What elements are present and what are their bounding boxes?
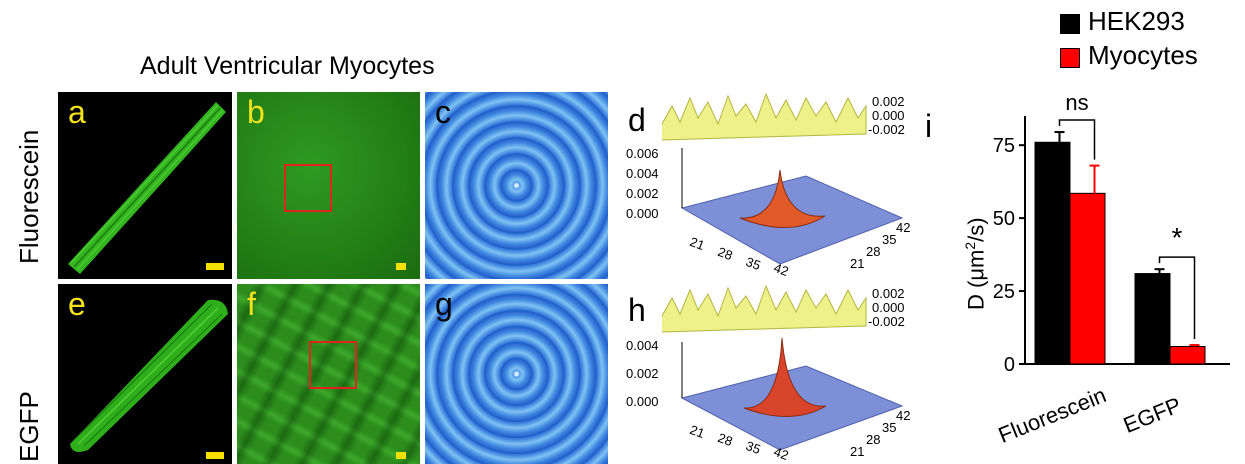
row-label-egfp: EGFP	[14, 391, 44, 462]
legend-swatch-myocytes	[1060, 48, 1080, 68]
panel-g-correlation-image: g	[425, 284, 608, 464]
z-tick: 0.004	[626, 166, 659, 181]
panel-c-correlation-image: c	[425, 92, 608, 279]
residual-tick: 0.000	[872, 108, 905, 123]
panel-c-label: c	[435, 94, 451, 130]
y-tick-label: 25	[993, 281, 1015, 303]
y-tick: 21	[850, 256, 865, 271]
legend-label-myocytes: Myocytes	[1088, 40, 1198, 70]
y-tick: 35	[882, 420, 897, 435]
myocyte-cell-shape	[70, 299, 228, 452]
legend-swatch-hek293	[1060, 14, 1080, 34]
z-tick: 0.000	[626, 206, 659, 221]
correlation-peak	[743, 337, 827, 417]
panel-e-myocyte-image: e	[58, 284, 232, 464]
z-tick: 0.006	[626, 146, 659, 161]
panel-d-surface-plot: d 0.006 0.004 0.002 0.000 0.002 0.000 -0…	[620, 88, 920, 278]
roi-box	[284, 164, 332, 212]
panel-i-label: i	[925, 108, 933, 144]
significance-label: *	[1172, 222, 1183, 253]
y-tick: 42	[896, 408, 911, 423]
roi-box	[309, 341, 357, 389]
y-tick-label: 75	[993, 135, 1015, 157]
y-tick: 42	[896, 220, 911, 235]
z-tick: 0.002	[626, 186, 659, 201]
residual-tick: 0.000	[872, 300, 905, 315]
scale-bar	[206, 452, 224, 459]
bar-myocytes-fluorescein	[1069, 192, 1106, 365]
y-tick-label: 0	[1004, 354, 1015, 376]
correlation-peak	[739, 169, 826, 228]
panel-f-label: f	[247, 286, 256, 322]
panel-d-label: d	[628, 102, 646, 138]
residual-tick: 0.002	[872, 286, 905, 301]
panel-h-surface-plot: h 0.004 0.002 0.000 0.002 0.000 -0.002 2…	[620, 280, 920, 464]
bar-hek293-fluorescein	[1034, 141, 1071, 365]
residual-surface	[661, 92, 867, 141]
z-tick: 0.002	[626, 366, 659, 381]
residual-tick: 0.002	[872, 94, 905, 109]
panel-b-label: b	[247, 94, 265, 130]
y-tick: 28	[866, 244, 881, 259]
z-tick: 0.000	[626, 394, 659, 409]
y-axis-label: D (μm2/s)	[962, 217, 989, 310]
x-tick-label: EGFP	[1120, 392, 1185, 438]
significance-bracket	[1058, 119, 1096, 160]
z-tick: 0.004	[626, 338, 659, 353]
myocyte-cell-shape	[68, 102, 226, 274]
panel-e-label: e	[68, 286, 86, 322]
y-tick: 21	[850, 444, 865, 459]
panel-a-myocyte-image: a	[58, 92, 232, 279]
residual-tick: -0.002	[868, 314, 905, 329]
panel-f-zoom-image: f	[237, 284, 420, 464]
bar-chart: 0 25 50 75 Fluorescein EGFP ns *	[993, 90, 1230, 448]
figure-title: Adult Ventricular Myocytes	[140, 52, 435, 80]
panel-a-label: a	[68, 94, 86, 130]
panel-h-label: h	[628, 292, 646, 328]
x-tick-label: Fluorescein	[995, 382, 1110, 448]
scale-bar	[206, 263, 224, 270]
y-tick: 28	[866, 432, 881, 447]
panel-b-zoom-image: b	[237, 92, 420, 279]
scale-bar	[396, 263, 406, 270]
y-tick-label: 50	[993, 208, 1015, 230]
residual-tick: -0.002	[868, 122, 905, 137]
bar-myocytes-egfp	[1169, 345, 1206, 365]
scale-bar	[396, 452, 406, 459]
row-label-fluorescein: Fluorescein	[14, 129, 44, 264]
y-tick: 35	[882, 232, 897, 247]
bar-hek293-egfp	[1134, 273, 1171, 365]
significance-bracket	[1158, 256, 1196, 340]
legend-label-hek293: HEK293	[1088, 6, 1185, 36]
residual-surface	[661, 284, 867, 333]
significance-label: ns	[1065, 90, 1088, 115]
panel-g-label: g	[435, 286, 453, 322]
